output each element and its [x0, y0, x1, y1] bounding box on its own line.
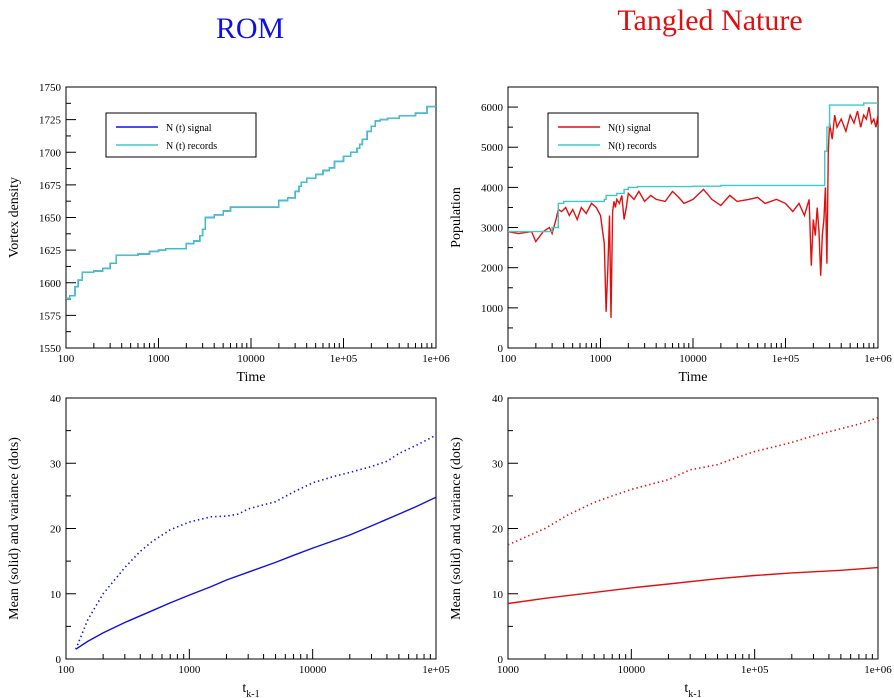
x-tick-label: 1000 — [148, 353, 171, 365]
y-tick-label: 1675 — [39, 180, 62, 192]
y-tick-label: 4000 — [481, 182, 504, 194]
x-tick-label: 1e+05 — [422, 664, 450, 676]
y-tick-label: 1700 — [39, 147, 62, 159]
y-tick-label: 1550 — [39, 343, 62, 355]
x-tick-label: 1000 — [178, 664, 201, 676]
y-tick-label: 0 — [56, 654, 62, 666]
x-tick-label: 100 — [500, 353, 517, 365]
y-tick-label: 0 — [498, 654, 504, 666]
series-line-solid — [508, 566, 878, 605]
legend-label: N(t) records — [608, 141, 657, 152]
x-tick-label: 1e+06 — [422, 353, 450, 365]
legend-box — [547, 112, 699, 158]
series-line-n-t-signal — [508, 106, 878, 318]
x-tick-label: 10000 — [679, 353, 707, 365]
chart-bottom-left: 100 1000 10000 1e+05 0 10 20 30 40 tk-1 Mean (soli… — [7, 393, 450, 698]
y-tick-label: 40 — [50, 393, 62, 405]
y-tick-label: 0 — [498, 343, 504, 355]
y-tick-label: 1000 — [481, 303, 504, 315]
y-tick-label: 5000 — [481, 142, 504, 154]
y-tick-label: 1750 — [39, 82, 62, 94]
x-tick-label: 100 — [58, 664, 75, 676]
legend-label: N(t) signal — [608, 123, 651, 134]
x-axis-label-subscript: k-1 — [688, 689, 701, 698]
x-tick-label: 1000 — [497, 664, 520, 676]
y-tick-label: 40 — [492, 393, 504, 405]
y-axis-label: Population — [449, 187, 464, 248]
x-tick-label: 1e+05 — [772, 353, 800, 365]
legend-label: N (t) records — [166, 141, 217, 152]
chart-bottom-right: 1000 10000 1e+05 1e+06 0 10 20 30 40 tk-1 Mean (so… — [449, 393, 892, 698]
series-line-solid — [75, 496, 436, 650]
x-tick-label: 1e+05 — [741, 664, 769, 676]
y-axis-label: Mean (solid) and variance (dots) — [7, 437, 22, 620]
plot-frame — [507, 397, 879, 660]
y-tick-label: 3000 — [481, 223, 504, 235]
y-tick-label: 1650 — [39, 213, 62, 225]
series-line-n-t-records — [66, 105, 436, 300]
x-axis-label: Time — [236, 370, 265, 385]
legend-label: N (t) signal — [166, 123, 212, 134]
x-tick-label: 1e+06 — [864, 664, 892, 676]
column-title-rom: ROM — [215, 12, 285, 45]
y-tick-label: 1625 — [39, 245, 62, 257]
x-axis-label: Time — [678, 370, 707, 385]
x-tick-label: 1e+05 — [330, 353, 358, 365]
y-tick-label: 20 — [50, 524, 62, 536]
y-tick-label: 10 — [492, 589, 504, 601]
y-tick-label: 30 — [50, 458, 62, 470]
x-tick-label: 10000 — [299, 664, 327, 676]
x-tick-label: 10000 — [618, 664, 646, 676]
y-tick-label: 10 — [50, 589, 62, 601]
chart-top-left: 100 1000 10000 1e+05 1e+06 1550 1575 1600 1625 16… — [7, 82, 450, 385]
y-axis-label: Mean (solid) and variance (dots) — [449, 437, 464, 620]
y-tick-label: 2000 — [481, 263, 504, 275]
y-tick-label: 30 — [492, 458, 504, 470]
x-tick-label: 1e+06 — [864, 353, 892, 365]
y-tick-label: 1600 — [39, 278, 62, 290]
x-axis-label-subscript: k-1 — [246, 689, 259, 698]
x-axis-label: tk-1 — [684, 681, 701, 698]
y-tick-label: 6000 — [481, 102, 504, 114]
series-line-dotted — [508, 416, 878, 546]
y-tick-label: 20 — [492, 524, 504, 536]
legend-box — [105, 112, 257, 158]
x-tick-label: 1000 — [590, 353, 613, 365]
x-tick-label: 100 — [58, 353, 75, 365]
column-title-tangled-nature: Tangled Nature — [617, 4, 803, 37]
series-line-n-t-records — [508, 102, 878, 233]
plot-frame — [65, 397, 437, 660]
chart-top-right: 100 1000 10000 1e+05 1e+06 0 1000 2000 3000 4000 5… — [449, 86, 892, 385]
series-line-dotted — [75, 434, 436, 650]
x-tick-label: 10000 — [237, 353, 265, 365]
y-axis-label: Vortex density — [7, 177, 22, 258]
y-tick-label: 1575 — [39, 310, 62, 322]
x-axis-label: tk-1 — [242, 681, 259, 698]
y-tick-label: 1725 — [39, 115, 62, 127]
